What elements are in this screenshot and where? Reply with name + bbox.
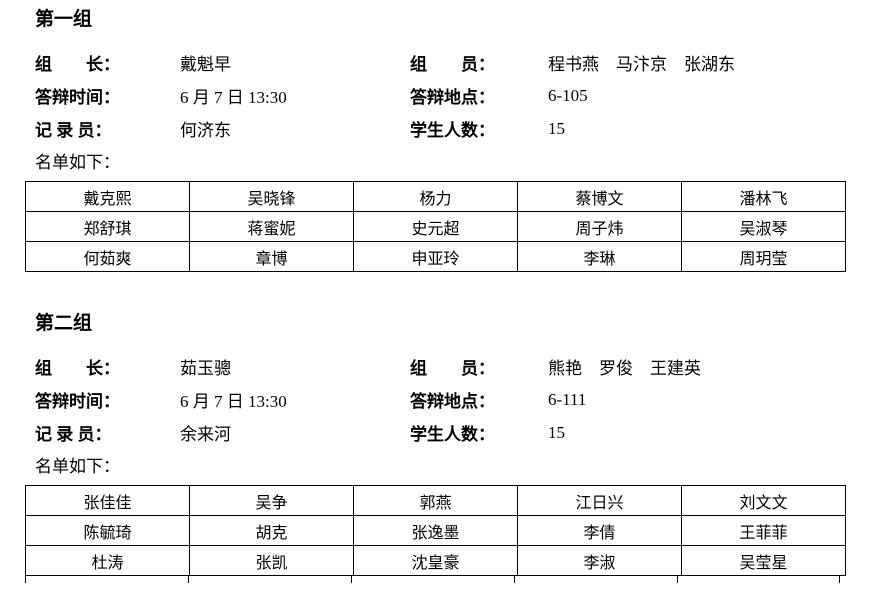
- roster-cell: 章博: [189, 241, 354, 272]
- roster-cell: 潘林飞: [681, 181, 846, 212]
- time-label: 答辩时间：: [35, 392, 120, 411]
- time-value: 6 月 7 日 13:30: [180, 392, 287, 411]
- group-title: 第一组: [35, 9, 93, 30]
- roster-cell: 蔡博文: [517, 181, 682, 212]
- count-label: 学生人数：: [410, 425, 495, 444]
- members-label: 组 员：: [410, 359, 495, 378]
- recorder-label: 记 录 员：: [35, 121, 112, 140]
- roster-cell: 张逸墨: [353, 515, 518, 546]
- table-row: 戴克熙 吴晓锋 杨力 蔡博文 潘林飞: [25, 181, 846, 212]
- time-value: 6 月 7 日 13:30: [180, 88, 287, 107]
- roster-cell: 李倩: [517, 515, 682, 546]
- roster-cell: 申亚玲: [353, 241, 518, 272]
- location-label: 答辩地点：: [410, 88, 495, 107]
- table-row: 郑舒琪 蒋蜜妮 史元超 周子炜 吴淑琴: [25, 211, 846, 242]
- roster-cell: 张凯: [189, 545, 354, 576]
- roster-cell: 周玥莹: [681, 241, 846, 272]
- stub-cell-border: [25, 576, 188, 583]
- roster-cell: 吴莹星: [681, 545, 846, 576]
- count-value: 15: [548, 422, 565, 442]
- recorder-row: 记 录 员： 何济东 学生人数： 15: [35, 112, 879, 145]
- roster-cell: 胡克: [189, 515, 354, 546]
- table-row: 杜涛 张凯 沈皇豪 李淑 吴莹星: [25, 545, 846, 576]
- roster-cell: 杜涛: [25, 545, 190, 576]
- recorder-value: 余来河: [180, 425, 231, 444]
- roster-table-1: 戴克熙 吴晓锋 杨力 蔡博文 潘林飞 郑舒琪 蒋蜜妮 史元超 周子炜 吴淑琴 何…: [25, 181, 846, 272]
- location-value: 6-105: [548, 85, 588, 105]
- roster-cell: 张佳佳: [25, 485, 190, 516]
- members-label: 组 员：: [410, 55, 495, 74]
- table-row: 张佳佳 吴争 郭燕 江日兴 刘文文: [25, 485, 846, 516]
- roster-table-2: 张佳佳 吴争 郭燕 江日兴 刘文文 陈毓琦 胡克 张逸墨 李倩 王菲菲 杜涛 张…: [25, 485, 846, 576]
- roster-cell: 李淑: [517, 545, 682, 576]
- roster-cell: 史元超: [353, 211, 518, 242]
- roster-caption: 名单如下：: [35, 456, 120, 476]
- recorder-value: 何济东: [180, 121, 231, 140]
- location-value: 6-111: [548, 389, 587, 409]
- roster-cell: 吴淑琴: [681, 211, 846, 242]
- roster-cell: 刘文文: [681, 485, 846, 516]
- leader-row: 组 长： 茹玉骢 组 员： 熊艳 罗俊 王建英: [35, 350, 879, 383]
- roster-cell: 王菲菲: [681, 515, 846, 546]
- location-label: 答辩地点：: [410, 392, 495, 411]
- time-label: 答辩时间：: [35, 88, 120, 107]
- roster-cell: 陈毓琦: [25, 515, 190, 546]
- roster-cell: 江日兴: [517, 485, 682, 516]
- leader-label: 组 长：: [35, 55, 120, 74]
- leader-row: 组 长： 戴魁早 组 员： 程书燕 马汴京 张湖东: [35, 46, 879, 79]
- time-row: 答辩时间： 6 月 7 日 13:30 答辩地点： 6-105: [35, 79, 879, 112]
- roster-cell: 杨力: [353, 181, 518, 212]
- stub-cell-border: [677, 576, 840, 583]
- group-section-1: 第一组 组 长： 戴魁早 组 员： 程书燕 马汴京 张湖东 答辩时间： 6 月 …: [25, 8, 879, 272]
- members-value: 程书燕 马汴京 张湖东: [548, 55, 735, 74]
- stub-cell-border: [514, 576, 677, 583]
- roster-cell: 何茹爽: [25, 241, 190, 272]
- recorder-label: 记 录 员：: [35, 425, 112, 444]
- group-title: 第二组: [35, 313, 93, 334]
- leader-value: 茹玉骢: [180, 359, 231, 378]
- table-continuation-stub: [25, 576, 840, 583]
- time-row: 答辩时间： 6 月 7 日 13:30 答辩地点： 6-111: [35, 383, 879, 416]
- stub-cell-border: [188, 576, 351, 583]
- roster-cell: 吴晓锋: [189, 181, 354, 212]
- recorder-row: 记 录 员： 余来河 学生人数： 15: [35, 416, 879, 449]
- roster-cell: 周子炜: [517, 211, 682, 242]
- members-value: 熊艳 罗俊 王建英: [548, 359, 701, 378]
- count-value: 15: [548, 118, 565, 138]
- roster-cell: 沈皇豪: [353, 545, 518, 576]
- table-row: 何茹爽 章博 申亚玲 李琳 周玥莹: [25, 241, 846, 272]
- roster-cell: 李琳: [517, 241, 682, 272]
- group-section-2: 第二组 组 长： 茹玉骢 组 员： 熊艳 罗俊 王建英 答辩时间： 6 月 7 …: [25, 312, 879, 583]
- roster-cell: 吴争: [189, 485, 354, 516]
- leader-value: 戴魁早: [180, 55, 231, 74]
- table-row: 陈毓琦 胡克 张逸墨 李倩 王菲菲: [25, 515, 846, 546]
- count-label: 学生人数：: [410, 121, 495, 140]
- roster-caption: 名单如下：: [35, 152, 120, 172]
- roster-cell: 蒋蜜妮: [189, 211, 354, 242]
- roster-cell: 郭燕: [353, 485, 518, 516]
- roster-cell: 郑舒琪: [25, 211, 190, 242]
- stub-cell-border: [351, 576, 514, 583]
- page-body: 第一组 组 长： 戴魁早 组 员： 程书燕 马汴京 张湖东 答辩时间： 6 月 …: [25, 8, 879, 583]
- leader-label: 组 长：: [35, 359, 120, 378]
- roster-cell: 戴克熙: [25, 181, 190, 212]
